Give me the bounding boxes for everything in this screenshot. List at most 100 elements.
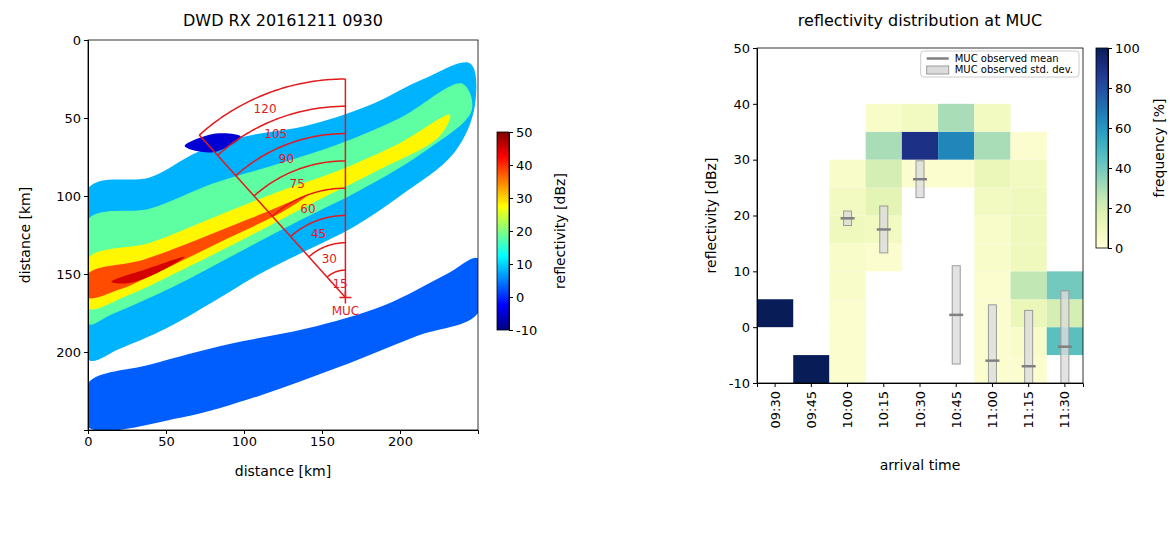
axis-line xyxy=(89,431,479,435)
tick: 10:45 xyxy=(949,383,964,428)
tick-mark xyxy=(84,118,88,119)
tick-mark xyxy=(84,196,88,197)
heat-cell xyxy=(974,132,1010,160)
tick-mark xyxy=(753,48,757,49)
tick-mark xyxy=(1028,383,1029,387)
panel-radar: 153045607590105120MUC0501001502000501001… xyxy=(17,11,568,479)
tick-label: 10 xyxy=(516,257,533,272)
mean-line xyxy=(1058,345,1072,348)
tick: 10:15 xyxy=(876,383,891,428)
tick-mark xyxy=(509,198,513,199)
echo-region xyxy=(88,196,306,299)
tick: 0 xyxy=(73,33,88,48)
colorbar: 020406080100frequency [%] xyxy=(1096,41,1167,256)
tick-label: 20 xyxy=(516,224,533,239)
heat-cell xyxy=(974,216,1010,244)
tick: -10 xyxy=(729,376,757,391)
heat-cell xyxy=(829,243,865,271)
tick-mark xyxy=(883,383,884,387)
tick-mark xyxy=(992,383,993,387)
tick: 100 xyxy=(1108,41,1140,56)
axis-title: distance [km] xyxy=(17,187,33,283)
tick: 50 xyxy=(733,41,757,56)
tick-mark xyxy=(1064,383,1065,387)
colorbar: -1001020304050reflectivity [dBz] xyxy=(497,125,568,338)
heat-cell xyxy=(866,132,902,160)
tick-mark xyxy=(753,383,757,384)
tick: 09:45 xyxy=(804,383,819,428)
sector-edge xyxy=(199,135,345,297)
tick-mark xyxy=(509,297,513,298)
arc-label: 105 xyxy=(264,127,287,141)
tick-label: 100 xyxy=(1115,41,1140,56)
tick: 40 xyxy=(509,158,533,173)
panel-distribution: 09:3009:4510:0010:1510:3010:4511:0011:15… xyxy=(703,11,1167,473)
tick-mark xyxy=(1108,48,1112,49)
tick-mark xyxy=(1108,168,1112,169)
sector-arc xyxy=(254,161,345,196)
tick-mark xyxy=(509,330,513,331)
site-label: MUC xyxy=(332,304,360,318)
tick-label: 30 xyxy=(733,152,750,167)
tick-mark xyxy=(1108,88,1112,89)
figure: 153045607590105120MUC0501001502000501001… xyxy=(0,0,1176,534)
heat-cell xyxy=(829,327,865,355)
arc-label: 75 xyxy=(290,177,305,191)
tick-label: 50 xyxy=(733,41,750,56)
tick: 20 xyxy=(509,224,533,239)
colorbar-frame xyxy=(497,132,509,330)
tick-mark xyxy=(753,160,757,161)
heat-cell xyxy=(1011,160,1047,188)
heat-cell xyxy=(902,104,938,132)
tick-mark xyxy=(753,327,757,328)
tick: 0 xyxy=(509,290,524,305)
axis-line xyxy=(510,133,514,331)
axis-line xyxy=(1109,49,1113,249)
heat-cell xyxy=(938,132,974,160)
tick-label: 100 xyxy=(232,434,257,449)
tick: 10:30 xyxy=(913,383,928,428)
tick-mark xyxy=(84,352,88,353)
tick-label: 10:30 xyxy=(913,391,928,428)
tick-label: 200 xyxy=(388,434,413,449)
tick: 200 xyxy=(56,345,88,360)
tick: 100 xyxy=(232,430,257,449)
tick-label: 11:30 xyxy=(1057,391,1072,428)
colorbar-ramp xyxy=(497,132,509,330)
tick-label: 09:45 xyxy=(804,391,819,428)
tick: 11:00 xyxy=(985,383,1000,428)
mean-line xyxy=(985,359,999,362)
tick-label: 40 xyxy=(733,96,750,111)
tick-mark xyxy=(775,383,776,387)
tick: 20 xyxy=(733,208,757,223)
plot-area xyxy=(757,104,1083,383)
arc-label: 15 xyxy=(332,277,347,291)
site-marker xyxy=(339,291,351,303)
legend: MUC observed meanMUC observed std. dev. xyxy=(921,51,1079,77)
arc-label: 60 xyxy=(300,202,315,216)
colorbar-frame xyxy=(1096,48,1108,248)
tick: 11:15 xyxy=(1021,383,1036,428)
tick-label: 80 xyxy=(1115,81,1132,96)
arc-label: 30 xyxy=(322,252,337,266)
mean-line xyxy=(841,217,855,220)
sector-arc xyxy=(272,188,345,216)
tick-label: 10:45 xyxy=(949,391,964,428)
heat-cell xyxy=(757,299,793,327)
tick-label: 150 xyxy=(56,267,81,282)
legend-swatch xyxy=(927,66,949,74)
heat-cell xyxy=(1011,216,1047,244)
tick-label: 200 xyxy=(56,345,81,360)
heat-cell xyxy=(829,160,865,188)
heat-cell xyxy=(1011,132,1047,160)
tick-label: 150 xyxy=(310,434,335,449)
tick: 60 xyxy=(1108,121,1132,136)
arc-label: 45 xyxy=(311,227,326,241)
tick: 10:00 xyxy=(840,383,855,428)
tick: 150 xyxy=(310,430,335,449)
tick-label: 0 xyxy=(516,290,524,305)
tick-label: 30 xyxy=(516,191,533,206)
tick: 30 xyxy=(733,152,757,167)
tick-label: 60 xyxy=(1115,121,1132,136)
heat-cell xyxy=(829,299,865,327)
